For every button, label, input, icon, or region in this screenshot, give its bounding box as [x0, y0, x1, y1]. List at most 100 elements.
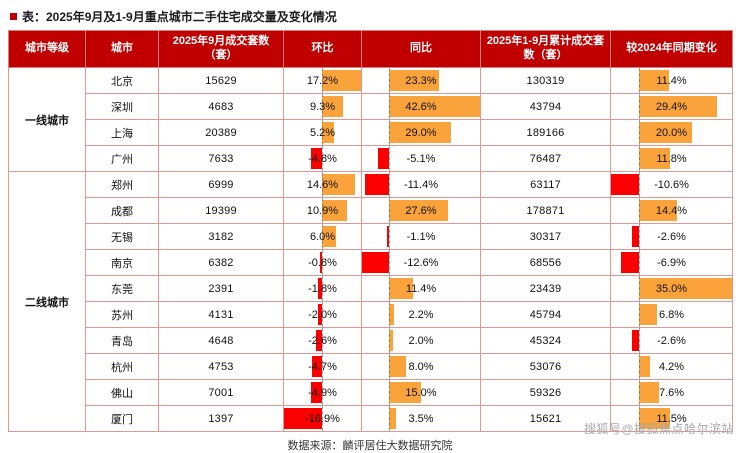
positive-data-bar [639, 70, 670, 91]
yoy-cell-value: 2.0% [408, 334, 434, 347]
mom-cell-value: 9.3% [309, 100, 336, 113]
sep-volume-cell: 1397 [158, 405, 284, 432]
city-cell: 南京 [85, 249, 159, 276]
vs2024-cell-value: 11.4% [656, 74, 687, 87]
yoy-cell-value: 3.5% [408, 412, 434, 425]
mom-cell-value: 17.2% [306, 74, 339, 87]
negative-data-bar [620, 252, 640, 273]
yoy-cell-value: 11.4% [405, 282, 437, 295]
vs2024-cell-value: -2.6% [657, 334, 686, 347]
positive-data-bar [322, 200, 347, 221]
table-row: 一线城市 北京 15629 17.2% 23.3% 130319 11.4% [8, 67, 733, 172]
mom-cell-value: -4.7% [308, 360, 337, 373]
positive-data-bar [639, 278, 732, 299]
bar-axis-line [322, 172, 324, 197]
bar-axis-line [322, 224, 324, 249]
bar-axis-line [388, 146, 390, 171]
positive-data-bar [639, 356, 651, 377]
cumulative-volume-cell: 23439 [480, 275, 611, 302]
positive-data-bar [322, 174, 356, 195]
table-row: 成都 19399 10.9% 27.6% 178871 14.4% [9, 197, 733, 224]
data-table: 城市等级 城市 2025年9月成交套数（套） 环比 同比 2025年1-9月累计成交套数（… [8, 30, 733, 432]
negative-data-bar [317, 304, 323, 325]
bar-axis-line [639, 302, 641, 327]
positive-data-bar [639, 408, 670, 429]
bar-axis-line [322, 276, 324, 301]
sep-volume-cell: 4131 [158, 301, 284, 328]
yoy-cell-value: -1.1% [406, 230, 436, 243]
negative-data-bar [611, 174, 640, 195]
vs2024-cell: 14.4% [610, 197, 733, 224]
cumulative-volume-cell: 45324 [480, 327, 611, 354]
bar-axis-line [388, 198, 390, 223]
positive-data-bar [388, 70, 439, 91]
bar-axis-line [322, 328, 324, 353]
mom-cell: 5.2% [283, 119, 362, 146]
sep-volume-cell: 6999 [158, 171, 284, 198]
positive-data-bar [322, 70, 361, 91]
mom-cell: 14.6% [283, 171, 362, 198]
mom-cell-value: 10.9% [306, 204, 339, 217]
negative-data-bar [284, 408, 323, 429]
mom-cell-value: -2.6% [308, 334, 337, 347]
positive-data-bar [639, 96, 718, 117]
negative-data-bar [311, 382, 323, 403]
bar-axis-line [322, 380, 324, 405]
bar-axis-line [639, 198, 641, 223]
bar-axis-line [388, 120, 390, 145]
yoy-cell-value: 29.0% [405, 126, 437, 139]
yoy-cell: 2.0% [361, 327, 481, 354]
city-tier-cell: 一线城市 [8, 67, 86, 172]
bar-axis-line [639, 172, 641, 197]
bar-axis-line [388, 94, 390, 119]
sep-volume-cell: 4648 [158, 327, 284, 354]
mom-cell: 9.3% [283, 93, 362, 120]
yoy-cell: 15.0% [361, 379, 481, 406]
mom-cell: 10.9% [283, 197, 362, 224]
yoy-cell-value: -12.6% [403, 256, 439, 269]
negative-data-bar [311, 148, 323, 169]
mom-cell-value: 5.2% [309, 126, 336, 139]
city-cell: 苏州 [85, 301, 159, 328]
cumulative-volume-cell: 68556 [480, 249, 611, 276]
bar-axis-line [322, 68, 324, 93]
bar-axis-line [322, 120, 324, 145]
column-header-1: 城市 [85, 30, 159, 68]
yoy-cell: 11.4% [361, 275, 481, 302]
table-row: 佛山 7001 -4.9% 15.0% 59326 7.6% [9, 379, 733, 406]
mom-cell-value: -1.8% [308, 282, 337, 295]
mom-cell: -4.7% [283, 353, 362, 380]
bar-axis-line [639, 380, 641, 405]
table-row: 无锡 3182 6.0% -1.1% 30317 -2.6% [9, 223, 733, 250]
city-cell: 厦门 [85, 405, 159, 432]
yoy-cell: 8.0% [361, 353, 481, 380]
bar-axis-line [322, 94, 324, 119]
cumulative-volume-cell: 15621 [480, 405, 611, 432]
table-title: 表：2025年9月及1-9月重点城市二手住宅成交量及变化情况 [0, 0, 740, 30]
bar-axis-line [388, 380, 390, 405]
bar-axis-line [322, 302, 324, 327]
cumulative-volume-cell: 189166 [480, 119, 611, 146]
bar-axis-line [322, 146, 324, 171]
sep-volume-cell: 2391 [158, 275, 284, 302]
vs2024-cell: -6.9% [610, 249, 733, 276]
positive-data-bar [639, 304, 658, 325]
vs2024-cell-value: 4.2% [658, 360, 685, 373]
positive-data-bar [322, 122, 334, 143]
sep-volume-cell: 7001 [158, 379, 284, 406]
positive-data-bar [639, 200, 678, 221]
mom-cell: -2.6% [283, 327, 362, 354]
sep-volume-cell: 20389 [158, 119, 284, 146]
bar-axis-line [388, 406, 390, 431]
title-bullet-icon [10, 13, 17, 20]
negative-data-bar [362, 252, 389, 273]
bar-axis-line [388, 68, 390, 93]
mom-cell: -1.8% [283, 275, 362, 302]
city-cell: 北京 [85, 67, 159, 94]
negative-data-bar [364, 174, 389, 195]
positive-data-bar [639, 122, 693, 143]
table-row: 上海 20389 5.2% 29.0% 189166 20.0% [9, 119, 733, 146]
table-row: 杭州 4753 -4.7% 8.0% 53076 4.2% [9, 353, 733, 380]
city-cell: 东莞 [85, 275, 159, 302]
cumulative-volume-cell: 45794 [480, 301, 611, 328]
